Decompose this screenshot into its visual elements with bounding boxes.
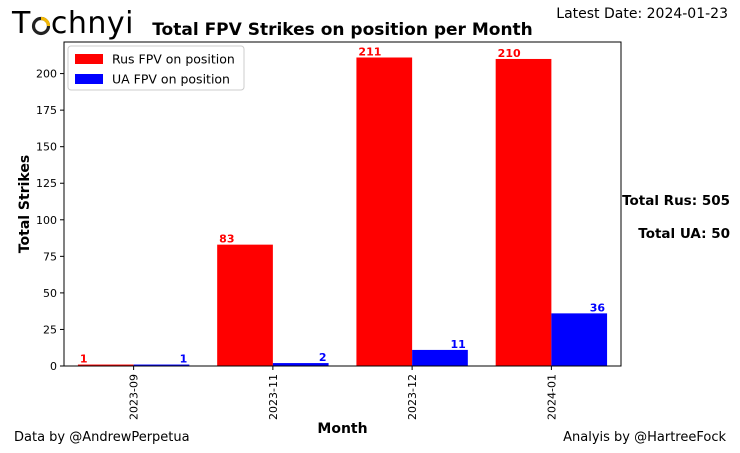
- x-tick-label: 2023-11: [267, 374, 280, 420]
- total-rus: Total Rus: 505: [622, 193, 730, 209]
- x-tick-label: 2024-01: [545, 374, 558, 420]
- bar-ua-2023-12: [412, 349, 468, 366]
- legend-swatch-rus: [75, 54, 103, 64]
- legend-box: [67, 45, 245, 91]
- bar-ua-2023-09: [133, 364, 190, 366]
- y-tick-label: 75: [43, 250, 57, 263]
- value-label: 36: [590, 301, 606, 314]
- value-label: 210: [498, 47, 521, 60]
- chart-title: Total FPV Strikes on position per Month: [152, 20, 533, 40]
- value-label: 1: [80, 353, 88, 366]
- total-ua: Total UA: 50: [638, 226, 730, 242]
- legend-label-rus: Rus FPV on position: [112, 52, 235, 67]
- x-tick-label: 2023-09: [128, 374, 141, 420]
- logo-o-icon: [31, 6, 51, 41]
- y-axis-label: Total Strikes: [17, 155, 33, 253]
- latest-date: Latest Date: 2024-01-23: [556, 6, 728, 22]
- analysis-credit: Analyis by @HartreeFock: [563, 430, 726, 445]
- bar-ua-2023-11: [272, 363, 329, 366]
- y-tick-label: 150: [36, 141, 57, 154]
- logo-prefix: T: [12, 6, 31, 41]
- y-tick-label: 0: [50, 360, 57, 373]
- value-label: 11: [451, 338, 466, 351]
- bar-ua-2024-01: [551, 313, 608, 366]
- x-axis-label: Month: [317, 421, 367, 437]
- legend-swatch-ua: [75, 74, 103, 84]
- value-label: 1: [180, 353, 188, 366]
- legend-label-ua: UA FPV on position: [112, 72, 230, 87]
- y-tick-label: 50: [43, 287, 57, 300]
- y-tick-label: 175: [36, 104, 57, 117]
- bar-rus-2024-01: [495, 58, 552, 366]
- logo-suffix: chnyi: [50, 6, 134, 41]
- value-label: 83: [219, 233, 234, 246]
- value-label: 211: [358, 45, 381, 58]
- data-credit: Data by @AndrewPerpetua: [14, 430, 190, 445]
- bar-rus-2023-09: [77, 364, 134, 366]
- y-tick-label: 200: [36, 68, 57, 81]
- value-label: 2: [319, 351, 327, 364]
- x-tick-label: 2023-12: [406, 374, 419, 420]
- bar-rus-2023-12: [356, 57, 413, 366]
- bar-rus-2023-11: [217, 244, 273, 366]
- plot-frame: [63, 41, 622, 367]
- y-tick-label: 25: [43, 323, 57, 336]
- y-tick-label: 125: [36, 177, 57, 190]
- y-tick-label: 100: [36, 214, 57, 227]
